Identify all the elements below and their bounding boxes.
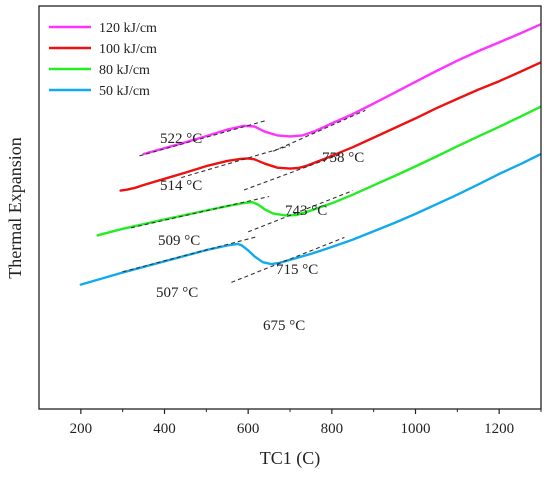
tangent-lines	[122, 109, 366, 283]
tangent-line-2	[273, 109, 366, 152]
series-line-4	[79, 152, 541, 286]
tangent-line-8	[231, 236, 345, 283]
x-tick-label: 400	[153, 421, 176, 437]
plot-area	[79, 23, 541, 286]
x-axis-title: TC1 (C)	[260, 448, 321, 469]
x-tick-label: 600	[237, 421, 260, 437]
annotation-label: 507 °C	[156, 285, 198, 301]
tangent-line-7	[122, 236, 257, 273]
annotation-label: 514 °C	[160, 178, 202, 194]
annotation-label: 509 °C	[158, 233, 200, 249]
legend-label-2: 100 kJ/cm	[99, 42, 157, 57]
tangent-line-4	[243, 153, 341, 191]
annotation-label: 675 °C	[263, 318, 305, 334]
tangent-line-1	[139, 120, 266, 157]
tangent-line-5	[130, 195, 270, 229]
annotations: 522 °C 758 °C 514 °C 743 °C 509 °C 715 °C 507 …	[156, 131, 364, 334]
tangent-line-6	[247, 190, 353, 233]
legend-label-4: 50 kJ/cm	[99, 84, 150, 99]
x-tick-label: 1000	[401, 421, 431, 437]
legend: 120 kJ/cm 100 kJ/cm 80 kJ/cm 50 kJ/cm	[49, 21, 157, 99]
x-axis: 200 400 600 800 1000 1200	[70, 409, 542, 437]
y-axis-title: Thermal Expansion	[5, 137, 25, 278]
annotation-label: 715 °C	[276, 262, 318, 278]
annotation-label: 758 °C	[322, 150, 364, 166]
annotation-label: 522 °C	[160, 131, 202, 147]
series-line-3	[96, 105, 541, 237]
legend-label-1: 120 kJ/cm	[99, 21, 157, 36]
series-line-1	[142, 23, 541, 156]
annotation-label: 743 °C	[285, 203, 327, 219]
legend-label-3: 80 kJ/cm	[99, 63, 150, 78]
x-tick-label: 800	[321, 421, 344, 437]
x-tick-label: 200	[70, 421, 93, 437]
x-tick-label: 1200	[484, 421, 514, 437]
tangent-line-3	[181, 145, 291, 179]
series-line-2	[119, 61, 541, 192]
